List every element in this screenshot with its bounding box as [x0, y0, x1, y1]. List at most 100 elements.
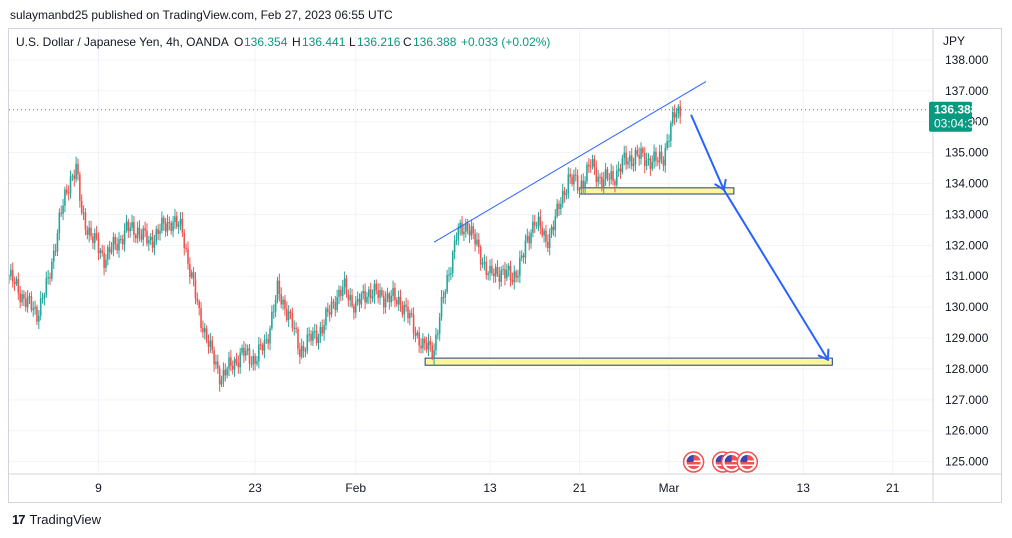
candle-body	[636, 149, 639, 155]
candle-body	[246, 348, 249, 351]
footer-brand[interactable]: 17 TradingView	[12, 512, 101, 527]
symbol-legend[interactable]: U.S. Dollar / Japanese Yen, 4h, OANDA O …	[16, 35, 550, 49]
candle-body	[71, 175, 74, 177]
candle-body	[595, 167, 598, 182]
candle-body	[504, 269, 506, 279]
flag-stripe	[740, 464, 755, 466]
candle-body	[243, 347, 245, 356]
candle-body	[155, 229, 158, 242]
candle-body	[140, 234, 143, 240]
candle-body	[146, 230, 148, 244]
candle-body	[259, 344, 262, 346]
candle-body	[77, 163, 79, 175]
candle-body	[220, 380, 223, 385]
candle-body	[461, 222, 463, 235]
candle-body	[205, 328, 208, 342]
candle-body	[67, 192, 70, 194]
candle-body	[368, 289, 370, 297]
candle-body	[556, 203, 558, 217]
candle-body	[49, 277, 51, 279]
support-zone	[424, 357, 833, 366]
candle-body	[349, 295, 351, 301]
flag-canton	[686, 455, 694, 462]
economic-events[interactable]	[682, 451, 759, 473]
candles	[9, 100, 681, 392]
candle-body	[593, 159, 596, 168]
candle-body	[23, 294, 25, 299]
candle-body	[101, 250, 104, 253]
time-axis[interactable]: 9 23 Feb 13 21 Mar 13 21	[95, 481, 900, 495]
candle-body	[651, 161, 654, 169]
candle-body	[34, 306, 36, 309]
candle-body	[183, 232, 186, 249]
candle-body	[418, 332, 420, 346]
candle-body	[666, 141, 668, 148]
candle-body	[602, 179, 605, 189]
candle-body	[498, 273, 501, 282]
candle-body	[82, 212, 85, 214]
ohlc-high-key: H	[292, 35, 301, 49]
candle-body	[505, 270, 508, 279]
candle-body	[671, 111, 674, 124]
candle-body	[93, 233, 96, 244]
candle-body	[99, 250, 102, 254]
candle-body	[407, 306, 409, 319]
candle-body	[153, 241, 156, 248]
candle-body	[601, 176, 603, 189]
candle-body	[491, 265, 493, 274]
candle-body	[450, 273, 452, 275]
candle-body	[513, 271, 516, 283]
candle-body	[431, 345, 434, 358]
candle-body	[13, 281, 16, 285]
y-tick-label: 133.000	[945, 207, 989, 221]
candle-body	[142, 228, 145, 240]
candle-body	[284, 299, 286, 309]
candle-body	[95, 233, 98, 239]
candle-body	[487, 273, 489, 275]
candle-body	[377, 290, 379, 298]
candle-body	[73, 175, 76, 180]
candle-body	[287, 311, 290, 321]
candle-body	[630, 155, 633, 166]
candle-body	[341, 287, 344, 296]
candle-body	[299, 348, 301, 357]
candle-body	[569, 174, 571, 177]
candle-body	[159, 230, 161, 234]
candle-body	[168, 222, 171, 224]
candle-body	[399, 296, 402, 306]
candlestick-chart[interactable]: 125.000 126.000 127.000 128.000 129.000 130.0…	[0, 0, 1012, 503]
candle-body	[108, 247, 111, 253]
candle-body	[673, 111, 676, 118]
candle-body	[494, 266, 497, 277]
candle-body	[239, 352, 241, 368]
candle-body	[379, 290, 381, 298]
candle-body	[582, 180, 585, 188]
last-price-label: 136.388	[934, 103, 978, 117]
candle-body	[520, 255, 523, 259]
us-flag-event-icon[interactable]	[736, 451, 759, 473]
candle-body	[244, 350, 247, 356]
candle-body	[440, 297, 443, 318]
candle-body	[386, 293, 389, 299]
candle-body	[362, 290, 365, 294]
ohlc-low: 136.216	[357, 35, 401, 49]
candle-body	[190, 272, 193, 278]
candle-body	[263, 340, 266, 351]
candle-body	[198, 301, 200, 309]
candle-body	[41, 298, 44, 300]
candle-body	[675, 113, 678, 118]
candle-body	[364, 290, 366, 303]
candle-body	[522, 255, 525, 258]
candle-body	[597, 176, 599, 182]
us-flag-event-icon[interactable]	[682, 451, 705, 473]
candle-body	[26, 296, 29, 308]
x-tick-label: 13	[797, 481, 811, 495]
candle-body	[502, 269, 504, 271]
candle-body	[589, 166, 592, 168]
y-tick-label: 130.000	[945, 300, 989, 314]
candle-body	[658, 151, 661, 163]
candle-body	[215, 361, 217, 365]
candle-body	[429, 340, 432, 346]
candle-body	[202, 327, 204, 333]
us-flag-event-icon[interactable]	[720, 451, 743, 473]
